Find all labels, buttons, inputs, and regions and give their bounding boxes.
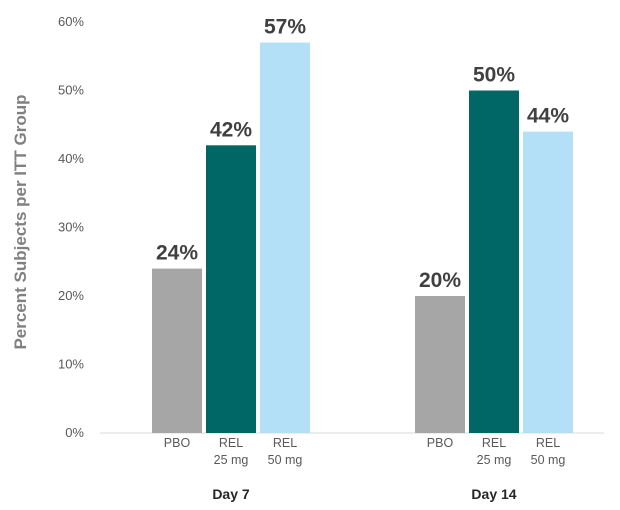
y-axis-label: Percent Subjects per ITT Group [11,94,30,349]
data-label: 42% [210,118,252,141]
y-tick-label: 0% [65,425,84,440]
bar [415,296,465,433]
bar-category-label: REL [273,436,297,450]
y-tick-label: 60% [58,14,84,29]
bar-category-label: 50 mg [268,453,303,467]
bar-category-label: REL [482,436,506,450]
data-label: 24% [156,242,198,265]
y-tick-label: 30% [58,220,84,235]
bar-category-label: PBO [427,436,454,450]
group-label: Day 7 [212,486,250,502]
data-label: 50% [473,64,515,87]
bar [152,268,202,433]
data-label: 57% [264,16,306,39]
bar-category-label: PBO [164,436,191,450]
bar [260,42,310,434]
bar [469,90,519,433]
data-label: 20% [419,269,461,292]
bar [523,131,573,433]
bar-category-label: 25 mg [477,453,512,467]
y-tick-label: 50% [58,83,84,98]
bar-category-label: REL [536,436,560,450]
bar-category-label: 50 mg [531,453,566,467]
data-label: 44% [527,105,569,128]
group-label: Day 14 [471,486,516,502]
bar-category-label: REL [219,436,243,450]
y-tick-label: 40% [58,151,84,166]
bar-category-label: 25 mg [214,453,249,467]
bar [206,145,256,434]
y-tick-label: 10% [58,357,84,372]
y-tick-label: 20% [58,288,84,303]
